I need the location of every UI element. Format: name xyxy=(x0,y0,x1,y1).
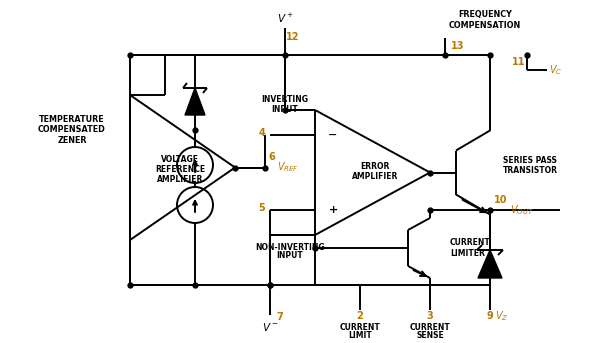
Text: SENSE: SENSE xyxy=(416,331,444,341)
Text: $V^-$: $V^-$ xyxy=(262,321,278,333)
Text: LIMIT: LIMIT xyxy=(348,331,372,341)
Text: $V_{REF}$: $V_{REF}$ xyxy=(277,161,299,174)
Text: CURRENT
LIMITER: CURRENT LIMITER xyxy=(450,238,491,258)
Text: $V_C$: $V_C$ xyxy=(549,63,562,77)
Text: $V_{OUT}$: $V_{OUT}$ xyxy=(510,203,533,217)
Text: 12: 12 xyxy=(286,32,300,42)
Polygon shape xyxy=(185,88,205,115)
Text: NON-INVERTING: NON-INVERTING xyxy=(255,243,325,251)
Text: AMPLIFIER: AMPLIFIER xyxy=(157,175,203,184)
Text: FREQUENCY: FREQUENCY xyxy=(458,11,512,20)
Text: 13: 13 xyxy=(451,41,464,51)
Text: INPUT: INPUT xyxy=(272,105,298,114)
Text: CURRENT: CURRENT xyxy=(340,322,380,331)
Text: 6: 6 xyxy=(268,153,275,163)
Text: 11: 11 xyxy=(511,57,525,67)
Text: TRANSISTOR: TRANSISTOR xyxy=(503,166,557,175)
Text: 7: 7 xyxy=(277,312,283,322)
Text: SERIES PASS: SERIES PASS xyxy=(503,156,557,165)
Text: 3: 3 xyxy=(427,311,433,321)
Text: −: − xyxy=(328,130,338,140)
Text: INPUT: INPUT xyxy=(277,251,304,260)
Text: CURRENT: CURRENT xyxy=(410,322,451,331)
Text: 4: 4 xyxy=(258,128,265,138)
Text: 9: 9 xyxy=(487,311,493,321)
Text: REFERENCE: REFERENCE xyxy=(155,165,205,174)
Text: 5: 5 xyxy=(258,203,265,213)
Text: AMPLIFIER: AMPLIFIER xyxy=(352,172,398,181)
Polygon shape xyxy=(478,250,502,278)
Text: +: + xyxy=(328,205,338,215)
Text: COMPENSATION: COMPENSATION xyxy=(449,21,521,29)
Text: $V_Z$: $V_Z$ xyxy=(495,309,508,323)
Text: VOLTAGE: VOLTAGE xyxy=(161,155,199,164)
Text: 10: 10 xyxy=(494,195,508,205)
Text: 2: 2 xyxy=(356,311,364,321)
Text: TEMPERATURE
COMPENSATED
ZENER: TEMPERATURE COMPENSATED ZENER xyxy=(38,115,106,145)
Text: ERROR: ERROR xyxy=(361,162,389,171)
Text: INVERTING: INVERTING xyxy=(262,95,308,105)
Text: $V^+$: $V^+$ xyxy=(277,11,293,25)
